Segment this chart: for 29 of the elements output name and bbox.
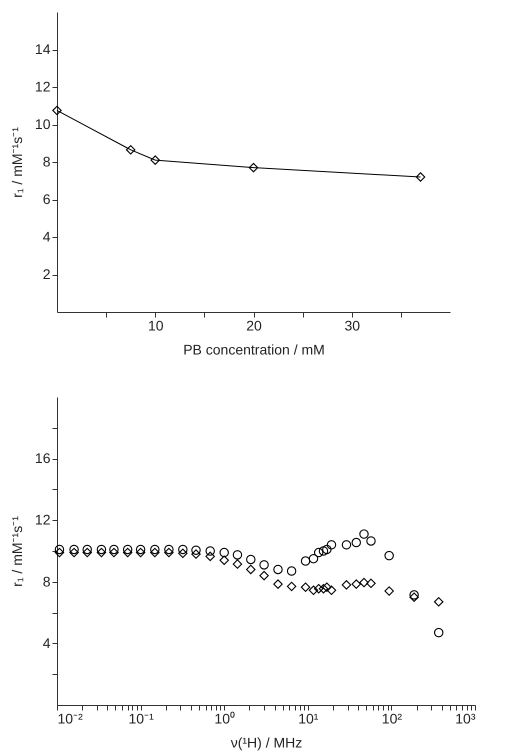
x-tick-label: 10 (148, 318, 164, 334)
point (52, 106, 62, 116)
x-tick-label: 10⁻² (58, 710, 84, 726)
y-tick-label: 10 (34, 116, 51, 132)
y-tick-label: 12 (34, 512, 51, 528)
x-tick-label: 20 (246, 318, 262, 334)
point (248, 162, 258, 172)
point (416, 172, 426, 182)
y-tick-label: 12 (34, 78, 51, 94)
y-axis-title: r₁ / mM⁻¹s⁻¹ (8, 516, 25, 587)
point (150, 155, 160, 165)
y-tick-label: 16 (34, 450, 51, 466)
x-tick-label: 10² (382, 710, 402, 726)
x-axis-title: ν(¹H) / MHz (230, 734, 302, 750)
x-tick-label: 10⁰ (214, 710, 235, 726)
y-axis-title: r₁ / mM⁻¹s⁻¹ (8, 126, 25, 198)
point (126, 145, 136, 155)
y-tick-label: 14 (34, 41, 51, 57)
x-tick-label: 30 (344, 318, 360, 334)
x-axis-title: PB concentration / mM (183, 342, 325, 358)
y-tick-label: 6 (42, 191, 51, 207)
y-tick-label: 8 (42, 573, 51, 590)
x-tick-label: 10⁻¹ (128, 710, 154, 726)
y-tick-label: 8 (42, 154, 51, 170)
y-tick-label: 4 (42, 228, 51, 244)
y-tick-label: 4 (42, 634, 51, 651)
x-tick-label: 10¹ (298, 710, 319, 726)
x-tick-label: 10³ (455, 710, 476, 726)
y-tick-label: 2 (42, 266, 51, 282)
